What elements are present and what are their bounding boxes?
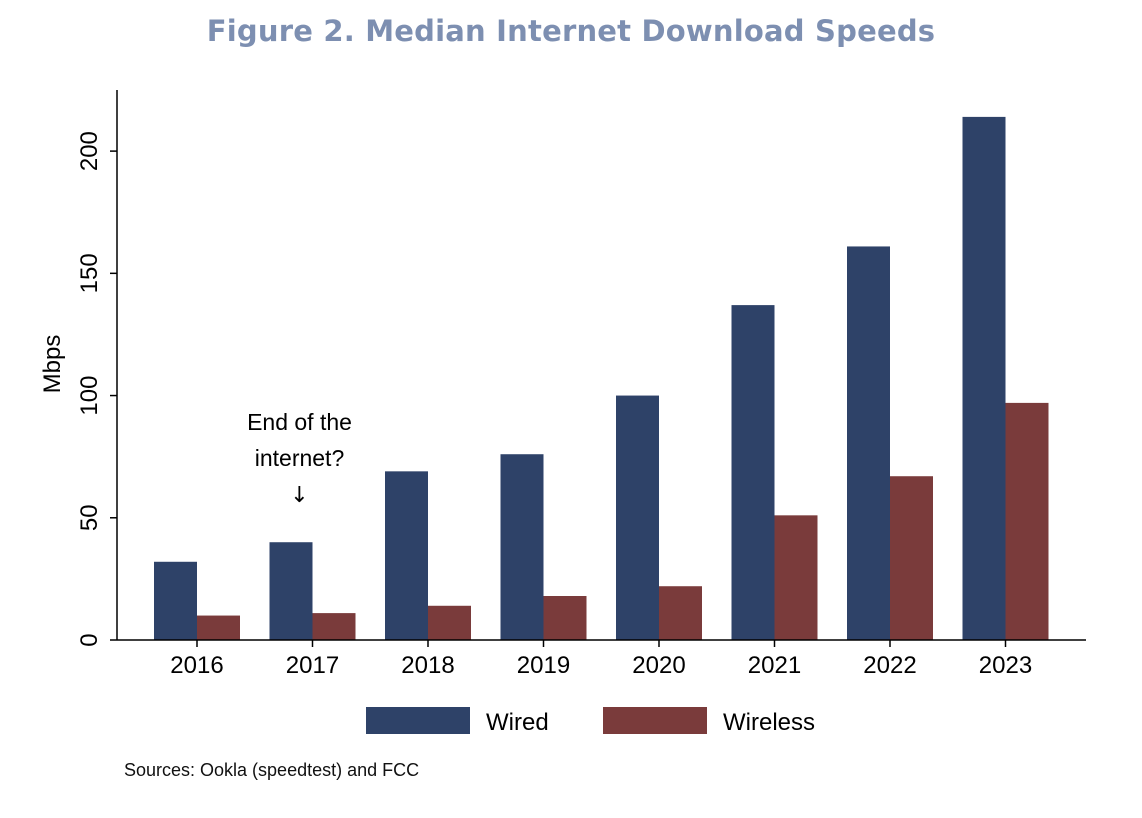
x-tick-label: 2023 xyxy=(979,652,1032,679)
legend-swatch-wired xyxy=(366,707,470,734)
x-tick-label: 2016 xyxy=(170,652,223,679)
annotation: End of the internet? ↓ xyxy=(247,409,352,508)
y-ticks-layer: 0 50 100 150 200 xyxy=(76,131,117,647)
bar-wireless-2021 xyxy=(774,515,818,640)
bar-wired-2021 xyxy=(731,305,775,640)
bar-wired-2017 xyxy=(269,542,313,640)
legend-swatch-wireless xyxy=(603,707,707,734)
chart-title: Figure 2. Median Internet Download Speed… xyxy=(206,14,936,48)
y-tick-label: 200 xyxy=(76,131,103,171)
bar-wired-2020 xyxy=(616,395,659,640)
x-ticks-layer: 2016 2017 2018 2019 2020 2021 2022 2023 xyxy=(170,640,1032,679)
bars-layer xyxy=(154,116,1049,640)
legend-label-wireless: Wireless xyxy=(723,709,815,736)
annotation-text-line1: End of the xyxy=(247,409,352,435)
bar-wired-2023 xyxy=(962,116,1006,640)
y-tick-label: 150 xyxy=(76,253,103,293)
y-axis-label: Mbps xyxy=(39,335,66,394)
x-tick-label: 2017 xyxy=(286,652,339,679)
bar-wired-2019 xyxy=(500,454,544,640)
bar-wireless-2016 xyxy=(197,615,240,640)
bar-wired-2016 xyxy=(154,561,197,640)
annotation-text-line2: internet? xyxy=(255,445,345,471)
bar-wireless-2023 xyxy=(1005,402,1049,640)
legend-label-wired: Wired xyxy=(486,709,549,736)
bar-wireless-2018 xyxy=(428,605,471,640)
bar-wireless-2020 xyxy=(659,586,702,640)
x-tick-label: 2020 xyxy=(632,652,685,679)
y-tick-label: 0 xyxy=(76,633,103,646)
bar-wired-2018 xyxy=(385,471,428,640)
y-tick-label: 50 xyxy=(76,504,103,531)
annotation-arrow-icon: ↓ xyxy=(290,483,308,508)
x-tick-label: 2022 xyxy=(863,652,916,679)
x-tick-label: 2019 xyxy=(517,652,570,679)
legend: Wired Wireless xyxy=(366,707,815,736)
bar-wireless-2019 xyxy=(543,596,587,640)
source-note: Sources: Ookla (speedtest) and FCC xyxy=(124,760,420,780)
bar-wireless-2017 xyxy=(312,613,356,640)
x-tick-label: 2018 xyxy=(401,652,454,679)
bar-wireless-2022 xyxy=(890,476,933,640)
bar-wired-2022 xyxy=(847,246,890,640)
x-tick-label: 2021 xyxy=(748,652,801,679)
y-tick-label: 100 xyxy=(76,376,103,416)
